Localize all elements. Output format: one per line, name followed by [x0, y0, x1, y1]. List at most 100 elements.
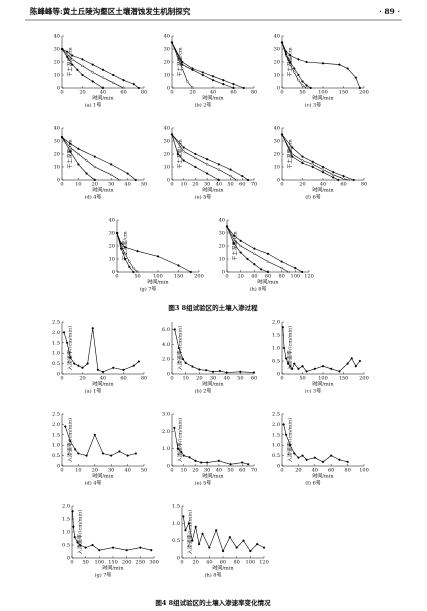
panel-caption: (a) 1号: [85, 102, 102, 109]
y-axis-label: 入渗速率/(cm/min): [77, 510, 84, 554]
x-tick-label: 40: [223, 376, 229, 382]
y-tick-label: 0: [57, 178, 60, 184]
data-point: [182, 454, 185, 457]
data-point: [194, 459, 197, 462]
data-point: [181, 67, 184, 70]
x-tick-label: 0: [60, 182, 63, 188]
y-tick-label: 30: [54, 139, 60, 145]
page-number: · 89 ·: [379, 7, 400, 16]
x-axis-label: 时间/min: [92, 95, 114, 102]
data-point: [176, 152, 179, 156]
data-point: [347, 178, 350, 182]
data-point: [239, 370, 242, 373]
y-tick-label: 1.0: [272, 443, 280, 449]
x-tick-label: 10: [75, 468, 81, 474]
data-point: [289, 365, 292, 368]
x-tick-label: 0: [180, 560, 183, 566]
x-tick-label: 250: [136, 560, 146, 566]
data-point: [205, 369, 208, 372]
data-point: [206, 172, 209, 175]
x-tick-label: 0: [60, 376, 63, 382]
x-tick-label: 10: [181, 182, 187, 188]
data-point: [253, 263, 256, 266]
panel-caption: (f) 6号: [305, 194, 321, 201]
x-tick-label: 60: [340, 182, 346, 188]
x-tick-label: 120: [259, 560, 269, 566]
x-axis-label: 时间/min: [202, 381, 224, 388]
data-point: [289, 60, 292, 64]
data-point: [247, 178, 250, 182]
x-tick-label: 60: [120, 376, 126, 382]
x-tick-label: 60: [239, 182, 245, 188]
data-point: [338, 63, 341, 66]
x-tick-label: 40: [100, 90, 106, 96]
data-point: [262, 546, 266, 549]
data-point: [280, 133, 284, 136]
y-tick-label: 0: [167, 372, 170, 378]
x-tick-label: 150: [108, 560, 118, 566]
y-tick-label: 20: [219, 244, 225, 250]
y-tick-label: 0.5: [272, 453, 280, 459]
x-tick-label: 100: [95, 560, 105, 566]
y-tick-label: 0.5: [172, 538, 180, 544]
panel-caption: (h) 8号: [250, 286, 267, 293]
y-tick-label: 0: [177, 556, 180, 562]
series-line: [281, 42, 361, 89]
data-point: [194, 165, 197, 169]
data-point: [98, 549, 101, 552]
x-tick-label: 0: [70, 560, 73, 566]
data-point: [311, 160, 314, 163]
x-tick-label: 20: [189, 90, 195, 96]
x-tick-label: 60: [230, 90, 236, 96]
x-tick-label: 0: [170, 90, 173, 96]
data-point: [77, 364, 80, 367]
data-point: [76, 68, 79, 71]
data-point: [101, 452, 105, 455]
x-tick-label: 20: [79, 376, 85, 382]
x-tick-label: 20: [92, 468, 98, 474]
x-tick-label: 70: [251, 182, 257, 188]
x-tick-label: 60: [251, 376, 257, 382]
y-tick-label: 0: [277, 178, 280, 184]
x-tick-label: 50: [141, 468, 147, 474]
data-point: [321, 165, 325, 169]
y-axis-label: 入渗速率/(cm/min): [177, 418, 184, 462]
data-point: [352, 178, 355, 182]
data-point: [301, 365, 304, 368]
data-point: [115, 231, 119, 235]
data-point: [215, 529, 218, 532]
x-tick-label: 150: [174, 274, 184, 280]
data-point: [247, 463, 250, 466]
data-point: [293, 362, 296, 365]
x-tick-label: 40: [216, 182, 222, 188]
x-tick-label: 50: [237, 376, 243, 382]
data-point: [91, 327, 94, 330]
y-tick-label: 1.0: [52, 443, 60, 449]
data-point: [280, 267, 283, 270]
panel-caption: (e) 5号: [195, 480, 212, 487]
x-tick-label: 100: [291, 274, 301, 280]
data-point: [86, 362, 89, 365]
data-point: [241, 461, 244, 464]
y-tick-label: 1.5: [52, 340, 60, 346]
x-tick-label: 40: [100, 376, 106, 382]
y-tick-label: 40: [164, 126, 170, 132]
data-point: [118, 178, 121, 182]
y-tick-label: 2.5: [52, 320, 60, 326]
y-tick-label: 0: [277, 372, 280, 378]
y-tick-label: 40: [54, 126, 60, 132]
data-point: [191, 539, 194, 542]
series-line: [171, 42, 244, 89]
x-tick-label: 200: [122, 560, 132, 566]
y-tick-label: 1.0: [172, 521, 180, 527]
axes: [171, 128, 254, 181]
data-point: [132, 82, 135, 86]
data-point: [200, 461, 203, 464]
y-tick-label: 1.5: [272, 432, 280, 438]
data-point: [126, 172, 129, 175]
data-point: [211, 370, 215, 373]
data-point: [346, 362, 349, 365]
x-axis-label: 时间/min: [212, 565, 234, 572]
data-point: [139, 546, 142, 549]
